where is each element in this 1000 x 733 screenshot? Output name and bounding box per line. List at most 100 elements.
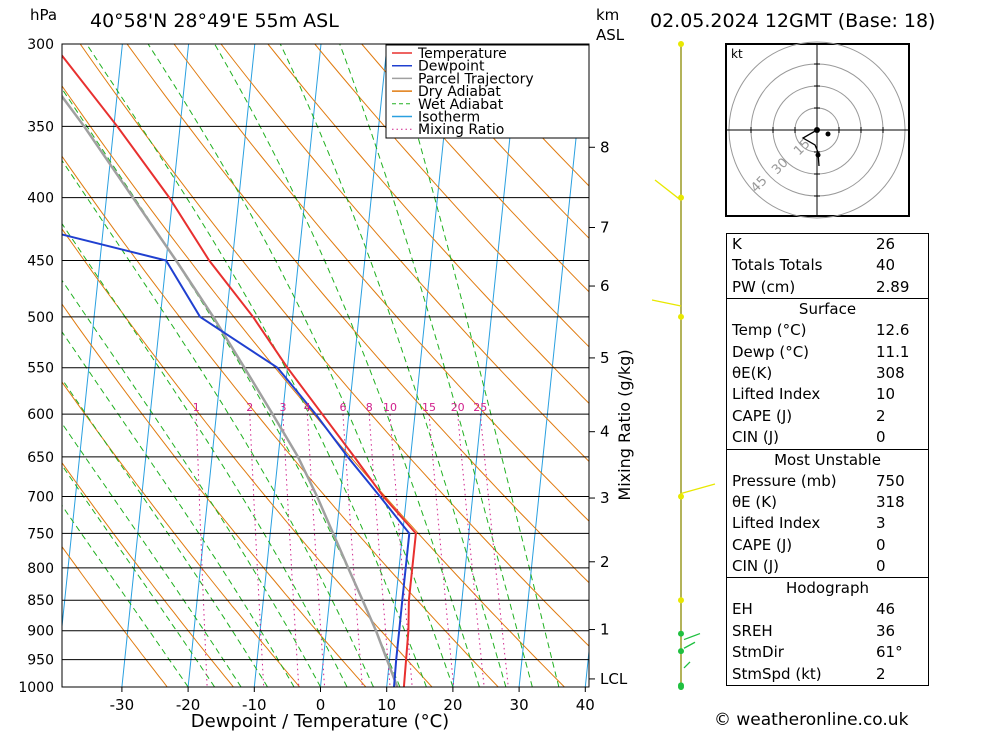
row-value: 36: [876, 621, 896, 640]
row-value: 2.89: [876, 277, 910, 296]
table-row: Lifted Index 10: [727, 384, 928, 405]
row-label: Totals Totals: [732, 256, 823, 275]
isotherm-line: [452, 44, 521, 687]
wet-adiabat-line: [147, 44, 454, 687]
wet-adiabat-line: [62, 464, 216, 687]
mixing-ratio-axis-label: Mixing Ratio (g/kg): [615, 349, 634, 500]
isotherm-line: [121, 44, 190, 687]
mixing-ratio-label: 8: [366, 401, 373, 414]
mixing-ratio-line: [249, 414, 265, 687]
table-row: θE (K) 318: [727, 492, 928, 513]
mixing-ratio-label: 15: [422, 401, 436, 414]
table-row: StmDir 61°: [727, 642, 928, 663]
mixing-ratio-label: 25: [473, 401, 487, 414]
row-value: 3: [876, 514, 886, 533]
mixing-ratio-label: 20: [451, 401, 465, 414]
km-tick-label: 8: [600, 138, 610, 156]
table-row: CIN (J) 0: [727, 427, 928, 448]
row-label: CAPE (J): [732, 535, 793, 554]
mixing-ratio-line: [195, 414, 208, 687]
table-row: θE(K) 308: [727, 363, 928, 384]
pressure-tick-label: 550: [27, 361, 54, 377]
dry-adiabat-line: [62, 85, 565, 687]
wind-level-dot: [678, 682, 684, 689]
wind-barb: [651, 299, 682, 307]
wind-level-dot: [678, 493, 684, 500]
dry-adiabat-line: [62, 461, 234, 687]
row-value: 2: [876, 406, 886, 425]
dry-adiabat-line: [314, 44, 589, 348]
km-tick-label: 2: [600, 553, 610, 571]
table-row: StmSpd (kt) 2: [727, 664, 928, 685]
mixing-ratio-label: 4: [304, 401, 311, 414]
km-tick-label: 5: [600, 349, 610, 367]
indices-table: K 26 Totals Totals 40 PW (cm) 2.89 Surface Te…: [726, 233, 929, 687]
mixing-ratio-line: [342, 414, 363, 687]
dry-adiabat-line: [62, 228, 433, 687]
mixing-ratio-label: 1: [193, 401, 200, 414]
wind-level-dot: [678, 630, 684, 637]
wind-barb: [683, 661, 691, 669]
row-value: 46: [876, 600, 896, 619]
row-label: Lifted Index: [732, 514, 821, 533]
hodograph-origin: [814, 127, 820, 133]
asl-label: ASL: [596, 26, 625, 44]
pressure-tick-label: 650: [27, 450, 54, 466]
temperature-line: [62, 54, 417, 687]
row-value: 26: [876, 235, 896, 253]
table-row: PW (cm) 2.89: [727, 277, 928, 298]
wet-adiabat-line: [390, 44, 560, 687]
row-value: 11.1: [876, 342, 910, 361]
row-value: 0: [876, 535, 886, 554]
mixing-ratio-line: [428, 414, 455, 687]
x-axis-label: Dewpoint / Temperature (°C): [191, 711, 449, 732]
wet-adiabat-line: [62, 159, 374, 687]
pressure-tick-label: 950: [27, 653, 54, 669]
row-label: StmSpd (kt): [732, 664, 822, 683]
km-tick-label: 6: [600, 277, 610, 295]
pressure-tick-label: 500: [27, 310, 54, 326]
row-value: 10: [876, 385, 896, 404]
table-row: CIN (J) 0: [727, 556, 928, 577]
indices-section: K 26 Totals Totals 40 PW (cm) 2.89: [727, 234, 928, 298]
table-row: SREH 36: [727, 621, 928, 642]
axes: 1 2 3 4 6 8 10 15 20 25 -30 -20 -10 0 10 20 30 40 8 7 6 5 4 3 2 1…: [110, 138, 628, 714]
row-label: K: [732, 235, 742, 253]
legend-label: Isotherm: [418, 110, 480, 126]
km-tick-label: 1: [600, 621, 610, 639]
parcel-trajectory-line: [62, 94, 399, 687]
mixing-ratio-line: [306, 414, 326, 687]
km-tick-label: 3: [600, 489, 610, 507]
row-value: 318: [876, 492, 905, 511]
row-label: Lifted Index: [732, 385, 821, 404]
temp-tick-label: 40: [576, 696, 595, 714]
dry-adiabat-line: [361, 44, 589, 293]
legend-label: Dewpoint: [418, 59, 485, 75]
most-unstable-section: Most Unstable Pressure (mb) 750 θE (K) 318 L…: [727, 448, 928, 578]
pressure-tick-label: 700: [27, 490, 54, 506]
legend-label: Dry Adiabat: [418, 84, 501, 100]
surface-section: Surface Temp (°C) 12.6 Dewp (°C) 11.1 θE(K) 3…: [727, 298, 928, 448]
mixing-ratio-line: [368, 414, 391, 687]
row-value: 750: [876, 471, 905, 490]
row-label: Dewp (°C): [732, 342, 810, 361]
legend-label: Temperature: [417, 46, 507, 62]
table-row: CAPE (J) 0: [727, 535, 928, 556]
pressure-tick-label: 300: [27, 37, 54, 53]
wind-profile: [651, 41, 716, 690]
table-row: CAPE (J) 2: [727, 406, 928, 427]
profiles: [62, 54, 417, 687]
wind-level-dot: [678, 597, 684, 604]
hodograph-section: Hodograph EH 46 SREH 36 StmDir 61° StmSpd (kt)…: [727, 577, 928, 685]
pressure-tick-label: 750: [27, 526, 54, 542]
location-title: 40°58'N 28°49'E 55m ASL: [90, 10, 339, 32]
row-value: 40: [876, 256, 896, 275]
hodograph-title: Hodograph: [785, 579, 870, 598]
table-row: Dewp (°C) 11.1: [727, 342, 928, 363]
mixing-ratio-line: [457, 414, 485, 687]
row-label: CIN (J): [732, 428, 780, 447]
datetime: 02.05.2024 12GMT (Base: 18): [650, 10, 935, 32]
row-label: CIN (J): [732, 557, 780, 576]
mixing-ratio-label: 3: [280, 401, 287, 414]
